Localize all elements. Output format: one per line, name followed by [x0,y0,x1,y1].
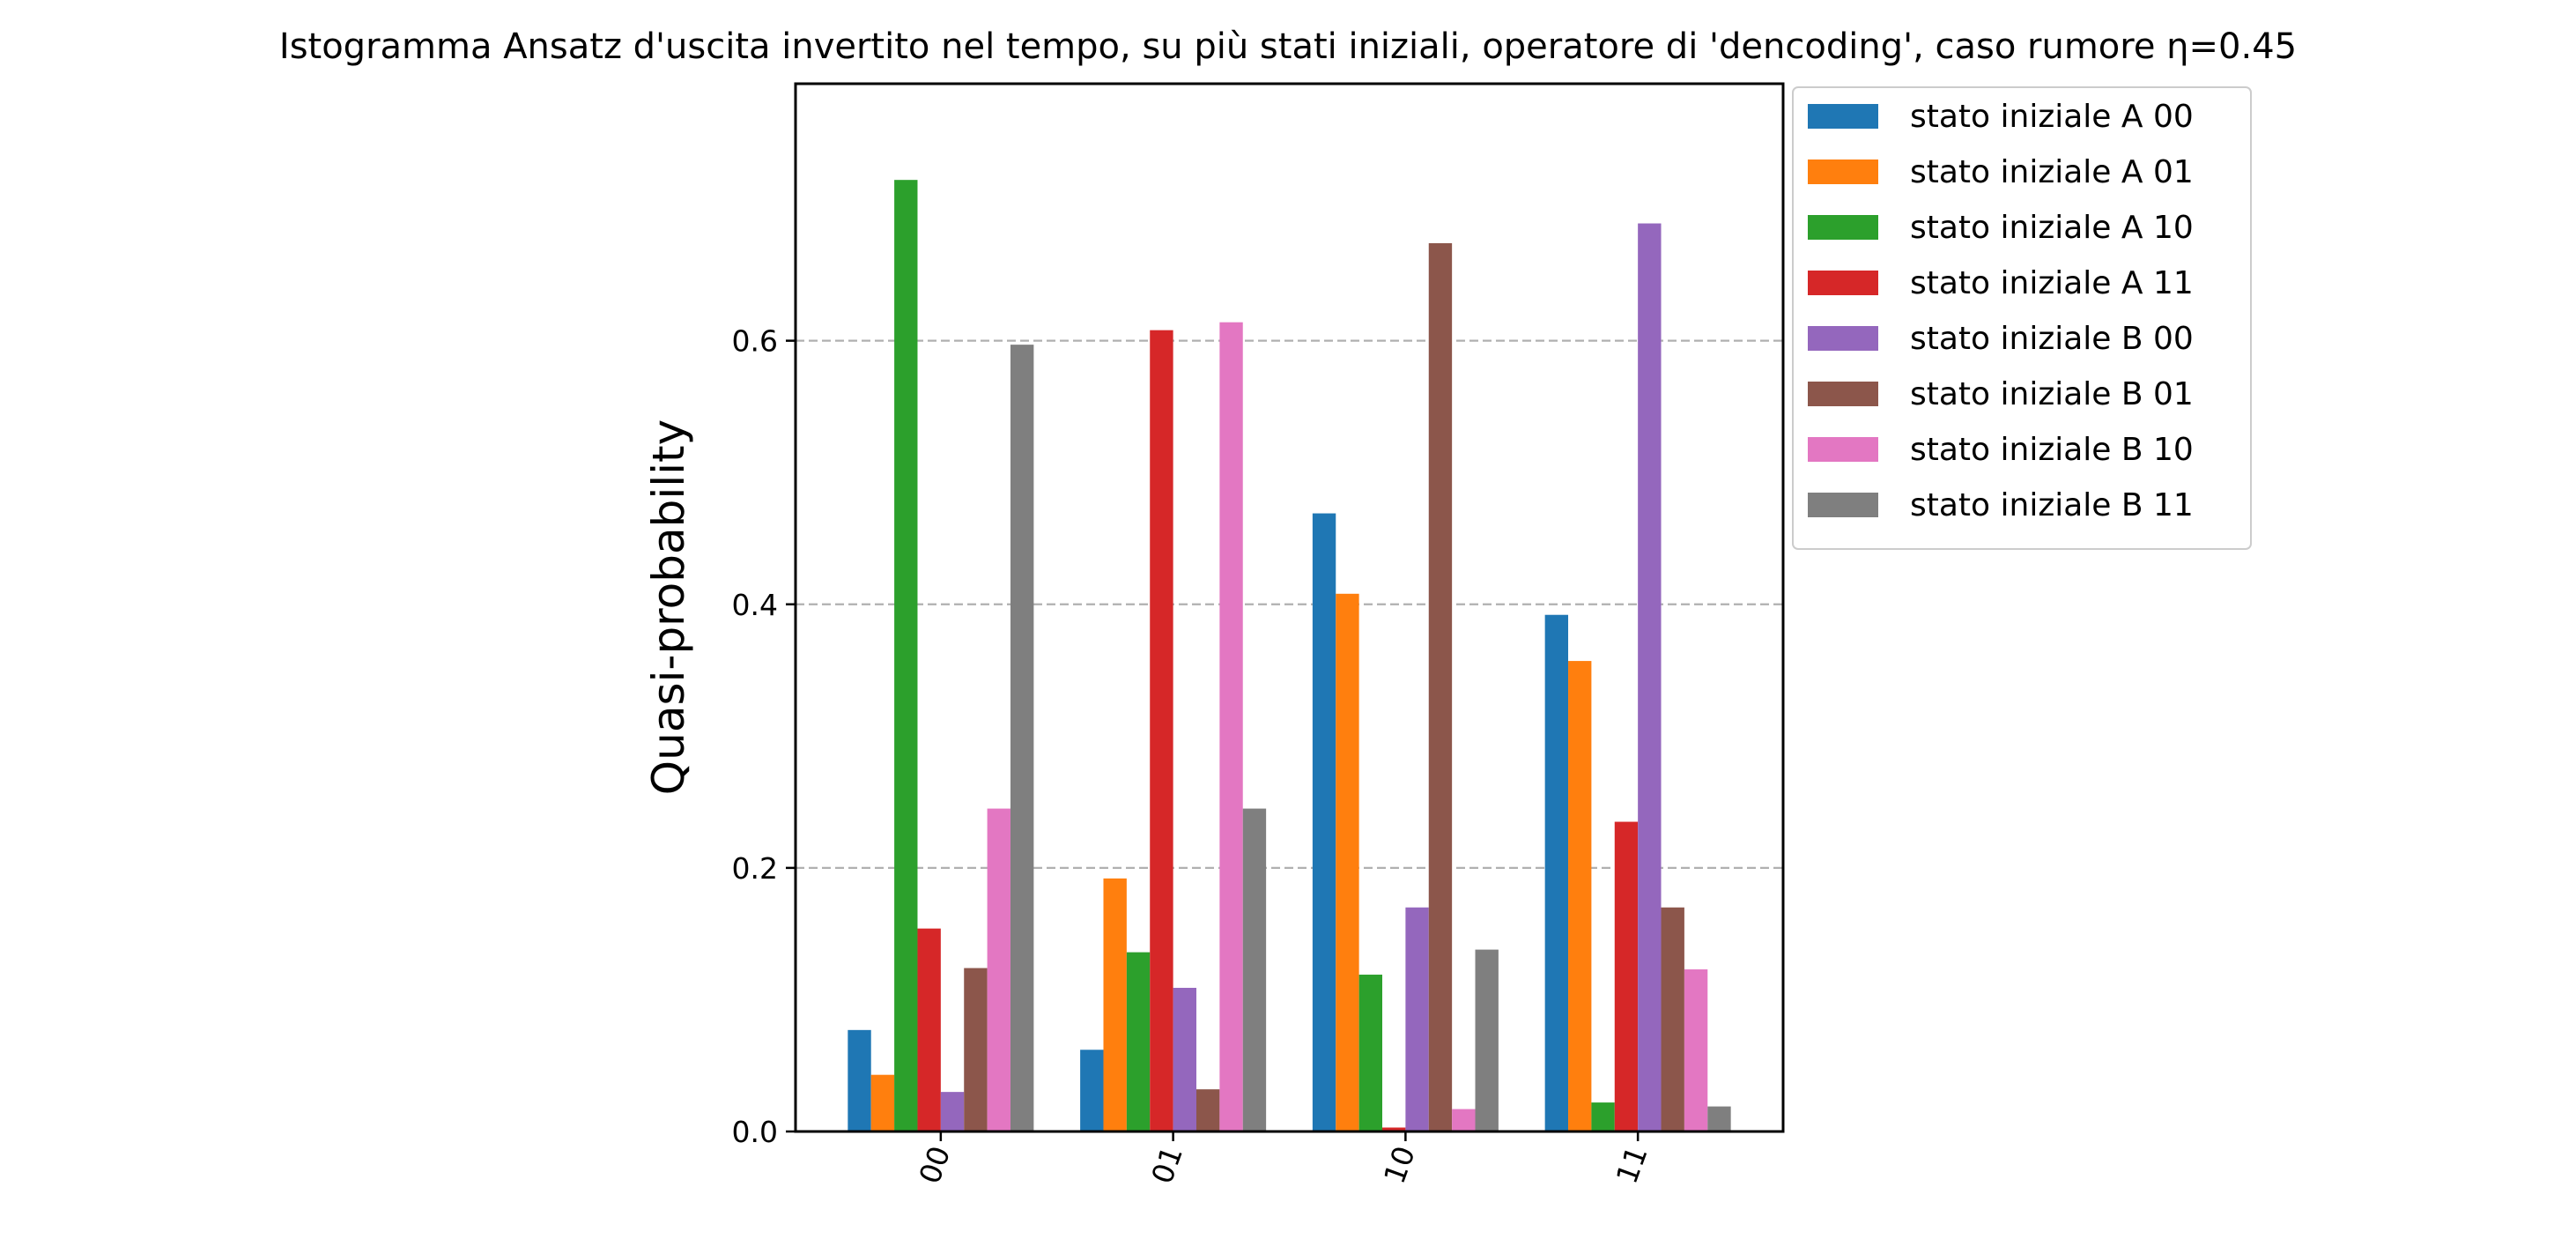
chart-title: Istogramma Ansatz d'uscita invertito nel… [279,26,2297,67]
legend-swatch [1808,326,1878,351]
legend-label: stato iniziale B 01 [1910,376,2194,412]
bar [870,1074,895,1131]
y-tick-label: 0.6 [732,324,778,359]
bar [1126,952,1151,1131]
bar [917,928,941,1131]
bar [1358,975,1383,1131]
bar [1475,949,1499,1131]
legend-swatch [1808,493,1878,517]
legend-label: stato iniziale B 00 [1910,321,2194,357]
legend-swatch [1808,437,1878,462]
bar [1336,593,1359,1131]
legend-label: stato iniziale A 11 [1910,265,2194,301]
y-axis-label: Quasi-probability [643,419,694,795]
bar [848,1029,871,1131]
bar [1150,330,1173,1131]
legend-label: stato iniziale A 01 [1910,154,2194,190]
legend-swatch [1808,104,1878,129]
legend-swatch [1808,382,1878,406]
bar [1638,223,1662,1132]
bar [894,180,918,1132]
y-tick-label: 0.4 [732,588,778,622]
x-tick-label: 10 [1377,1141,1422,1188]
bar [1080,1050,1104,1131]
bar [1312,513,1336,1131]
legend-frame [1792,86,2252,550]
plot-frame [794,82,1785,1133]
y-tick-label: 0.2 [732,851,778,886]
bar [940,1092,965,1131]
legend-swatch [1808,215,1878,240]
bar [1544,614,1569,1131]
bar [1614,821,1639,1131]
y-axis: 0.0 0.2 0.4 0.6 [732,324,796,1149]
bar [1242,808,1267,1131]
bar [1591,1102,1615,1131]
bar [1452,1109,1476,1131]
bar [1707,1106,1731,1131]
x-axis: 00 01 10 11 [912,1131,1654,1188]
legend-label: stato iniziale B 10 [1910,432,2194,468]
legend-label: stato iniziale A 00 [1910,99,2194,135]
x-tick-label: 00 [912,1141,957,1188]
legend-label: stato iniziale A 10 [1910,210,2194,246]
bar [987,808,1010,1131]
bar [1382,1127,1406,1131]
bar [1428,242,1453,1131]
bar [1661,907,1684,1131]
x-tick-label: 11 [1610,1141,1654,1188]
legend: stato iniziale A 00 stato iniziale A 01 st… [1792,86,2252,550]
bars-layer [848,180,1731,1132]
y-tick-label: 0.0 [732,1115,778,1149]
legend-label: stato iniziale B 11 [1910,487,2194,523]
bar [1173,987,1196,1131]
bar [1684,969,1708,1131]
legend-swatch [1808,160,1878,184]
legend-swatch [1808,271,1878,295]
x-tick-label: 01 [1144,1141,1189,1188]
bar [964,968,988,1131]
bar [1219,322,1243,1132]
bar [1195,1089,1220,1131]
bar [1103,878,1127,1131]
bar [1405,907,1429,1131]
bar [1568,661,1592,1131]
bar [1010,345,1034,1131]
grid-layer [796,339,1783,869]
